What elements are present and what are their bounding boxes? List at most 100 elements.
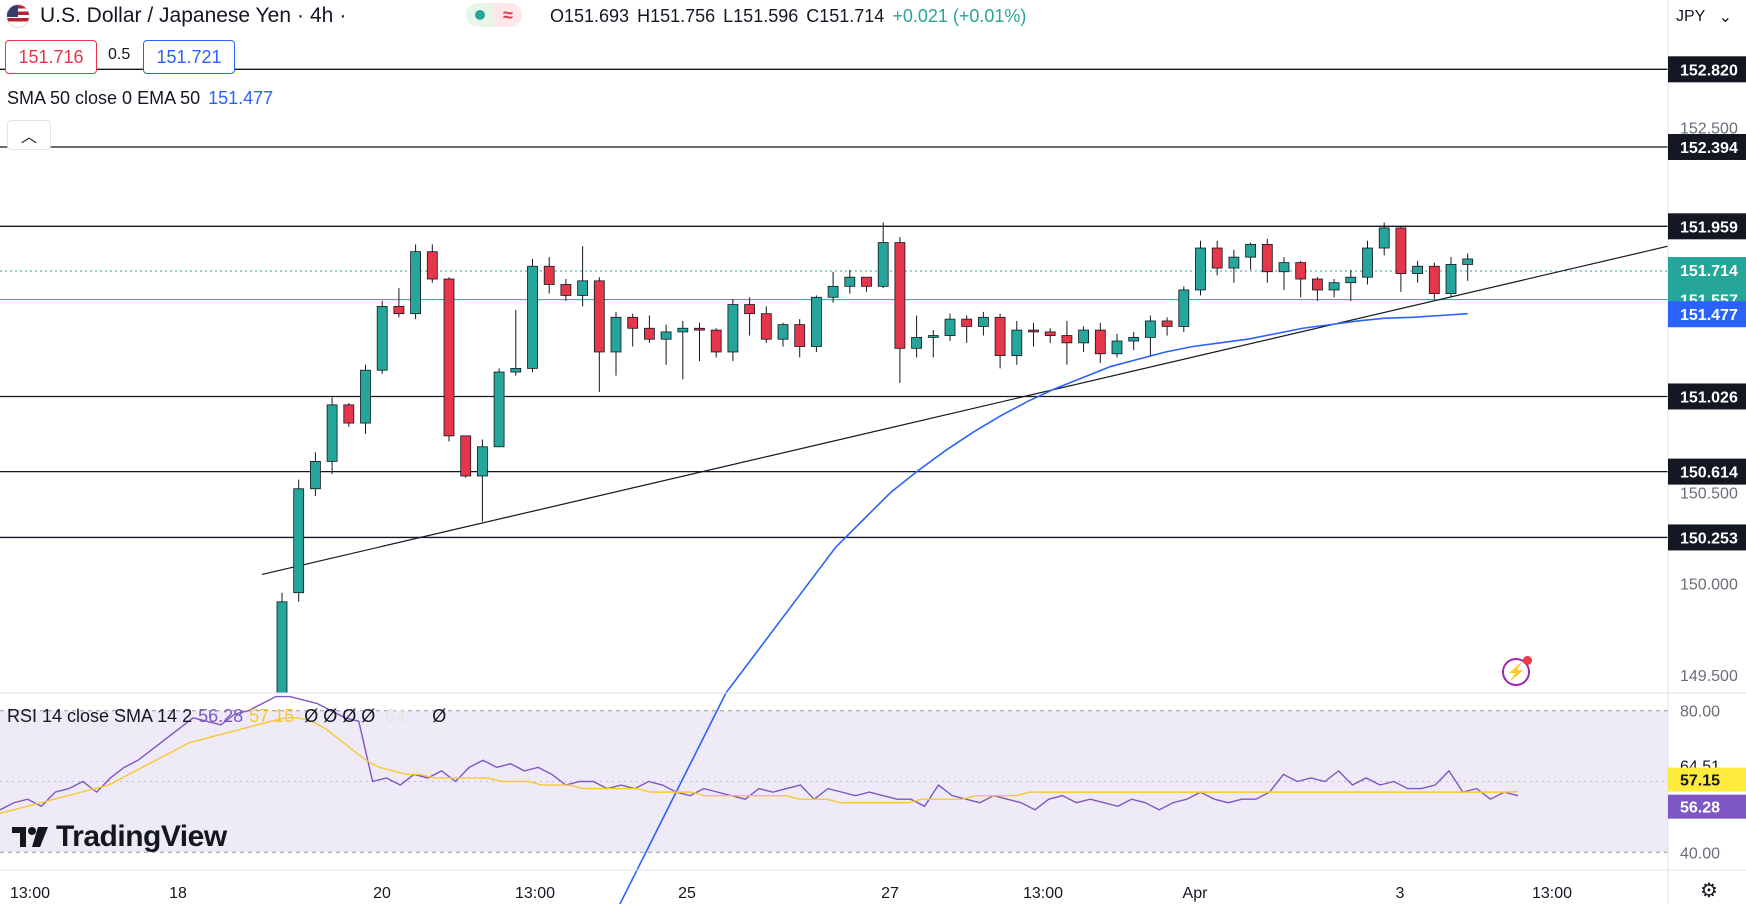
candle-body (560, 284, 572, 296)
candle (794, 319, 806, 358)
price-label-box (1668, 458, 1746, 485)
candle-body (777, 324, 789, 340)
collapse-legend-button[interactable]: ︿ (7, 120, 51, 150)
candle-body (276, 601, 288, 694)
candle-body (894, 242, 906, 349)
candle-body (1261, 243, 1273, 273)
price-label-text: 151.026 (1680, 389, 1738, 406)
time-tick-label: 13:00 (1532, 885, 1572, 902)
candle-body (543, 265, 555, 285)
symbol-name[interactable]: U.S. Dollar / Japanese Yen (40, 4, 291, 27)
candle (577, 246, 588, 307)
tradingview-logo[interactable]: TradingView (12, 820, 227, 854)
candle-body (293, 488, 305, 594)
level-price-label: 150.253 (1668, 524, 1746, 551)
candle (1445, 257, 1457, 298)
candle (1328, 279, 1340, 298)
ohlc-low: L151.596 (723, 5, 799, 26)
candle-body (660, 331, 672, 340)
interval[interactable]: 4h (310, 4, 334, 27)
candle-body (1428, 265, 1440, 295)
approx-icon[interactable]: ≈ (494, 3, 522, 27)
ohlc-open: O151.693 (550, 5, 630, 26)
candle (777, 322, 789, 347)
candle-body (1378, 227, 1390, 249)
rsi-label-text: 56.28 (1680, 800, 1720, 817)
candles (276, 222, 1474, 694)
candle-body (1178, 289, 1190, 327)
candle (944, 313, 956, 342)
candle-body (861, 276, 872, 287)
candle (543, 257, 555, 294)
level-price-label: 151.026 (1668, 383, 1746, 410)
rsi-lines (0, 695, 1519, 815)
candle (811, 295, 822, 352)
candle (1078, 326, 1089, 352)
flash-icon[interactable]: ⚡ (1502, 656, 1532, 686)
level-price-label: 150.614 (1668, 458, 1746, 485)
currency-selector[interactable]: JPY ⌄ (1672, 4, 1736, 30)
candle (1245, 242, 1256, 270)
candle (911, 315, 922, 358)
candle-body (911, 336, 922, 349)
candle-body (1028, 329, 1039, 333)
time-tick-label: Apr (1183, 885, 1209, 902)
candle-body (360, 369, 371, 424)
candle (343, 403, 355, 427)
candle (426, 244, 438, 283)
settings-gear-icon[interactable]: ⚙ (1700, 880, 1718, 902)
candle (443, 277, 455, 442)
candle (1145, 315, 1156, 356)
time-tick-label: 13:00 (515, 885, 555, 902)
candle-body (727, 304, 739, 353)
candle-body (493, 371, 505, 448)
candle (961, 315, 973, 343)
candle (360, 364, 371, 435)
rsi-legend[interactable]: RSI 14 close SMA 14 2 56.28 57.15 Ø Ø Ø Ø 64… (7, 706, 446, 727)
candle (1094, 322, 1106, 363)
candle-body (309, 460, 321, 490)
candle (760, 306, 772, 343)
trendline (261, 245, 1669, 576)
rsi-label-text: 57.15 (1680, 773, 1720, 790)
candle (1161, 317, 1173, 336)
price-label-box (1668, 133, 1746, 160)
candle (610, 311, 622, 376)
candle-body (1011, 329, 1023, 357)
ema-price-label: 151.477 (1668, 301, 1746, 328)
sell-price-button[interactable]: 151.716 (5, 40, 97, 74)
ohlc-high: H151.756 (637, 5, 716, 26)
ohlc-readout: O151.693 H151.756 L151.596 C151.714 +0.0… (550, 0, 1026, 32)
candle (827, 271, 839, 303)
price-label-text: 150.253 (1680, 530, 1738, 547)
candle-body (426, 251, 438, 280)
candle (560, 279, 572, 301)
candle (1378, 222, 1390, 256)
candle (744, 297, 755, 336)
candle (1412, 260, 1423, 283)
rsi-rsi-label: 56.28 (1668, 794, 1746, 819)
candle-body (1145, 320, 1156, 338)
candle (1428, 262, 1440, 300)
us-flag-icon (6, 4, 30, 28)
candle-body (1128, 336, 1140, 342)
market-open-icon[interactable] (466, 3, 494, 27)
ohlc-change: +0.021 (+0.01%) (892, 5, 1027, 26)
time-tick-label: 25 (678, 885, 696, 902)
candle-body (794, 324, 806, 347)
candle (460, 435, 472, 478)
candle (1178, 286, 1190, 332)
candle-body (811, 296, 822, 347)
indicator-legend[interactable]: SMA 50 close 0 EMA 50 151.477 (7, 88, 273, 109)
candle-body (877, 242, 889, 287)
candle-body (994, 316, 1006, 357)
candle-body (393, 305, 405, 315)
price-label-box (1668, 56, 1746, 83)
buy-price-button[interactable]: 151.721 (143, 40, 235, 74)
candle (644, 315, 655, 343)
candle-body (1312, 278, 1323, 291)
candle-body (1195, 247, 1206, 291)
rsi-sma-series (0, 717, 1519, 815)
candle-body (1211, 247, 1223, 269)
